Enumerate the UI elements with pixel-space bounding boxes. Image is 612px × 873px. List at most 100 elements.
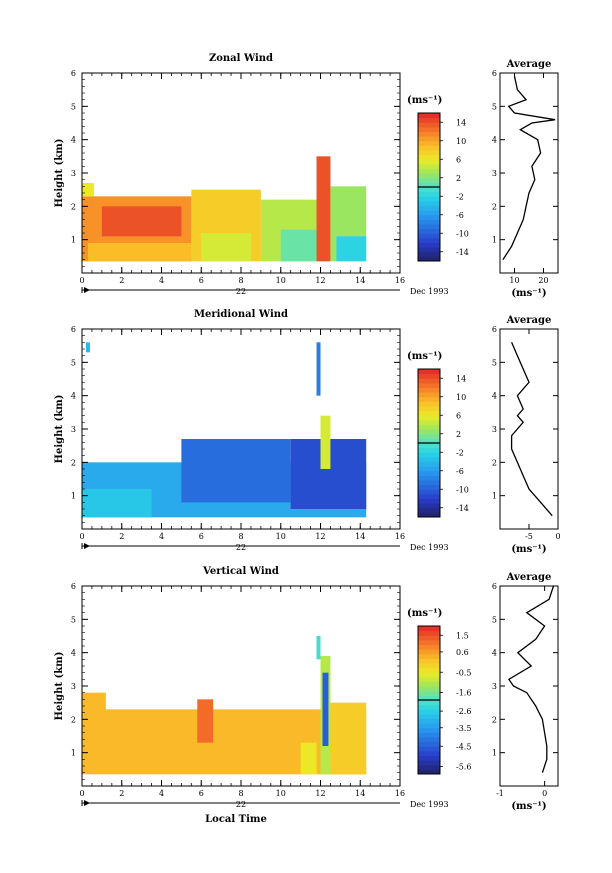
- y-tick-label: 6: [71, 325, 76, 334]
- colorbar-segment: [418, 447, 440, 453]
- average-unit: (ms⁻¹): [511, 544, 546, 555]
- colorbar-segment: [418, 741, 440, 747]
- colorbar-segment: [418, 667, 440, 673]
- colorbar-tick-label: 1.5: [456, 631, 469, 640]
- x-tick-label: 6: [199, 789, 204, 798]
- colorbar-tick-label: -2: [456, 448, 464, 457]
- average-x-tick-label: 10: [509, 276, 519, 285]
- colorbar-segment: [418, 681, 440, 687]
- x-tick-label: 8: [238, 276, 243, 285]
- colorbar-segment: [418, 205, 440, 211]
- average-y-tick-label: 5: [492, 615, 497, 624]
- colorbar-tick-label: -6: [456, 467, 464, 476]
- colorbar-tick-label: 2: [456, 174, 461, 183]
- colorbar-segment: [418, 256, 440, 262]
- x-tick-label: 10: [276, 532, 286, 541]
- x-tick-label: 6: [199, 532, 204, 541]
- data-cell: [87, 243, 192, 262]
- average-y-tick-label: 2: [492, 458, 497, 467]
- colorbar-segment: [418, 704, 440, 710]
- colorbar-segment: [418, 713, 440, 719]
- day-timeline-arrow: [84, 800, 90, 806]
- average-x-tick-label: 0: [555, 532, 560, 541]
- average-y-tick-label: 5: [492, 102, 497, 111]
- day-label: 22: [236, 543, 246, 552]
- colorbar-segment: [418, 242, 440, 248]
- y-tick-label: 2: [71, 458, 76, 467]
- data-cell: [201, 233, 251, 262]
- colorbar-segment: [418, 424, 440, 430]
- data-cell: [300, 742, 317, 775]
- colorbar-segment: [418, 438, 440, 444]
- colorbar-segment: [418, 373, 440, 379]
- colorbar-segment: [418, 233, 440, 239]
- colorbar-segment: [418, 396, 440, 402]
- colorbar-tick-label: 14: [456, 374, 466, 383]
- colorbar-segment: [418, 456, 440, 462]
- x-tick-label: 4: [159, 532, 164, 541]
- average-profile-line: [507, 585, 555, 773]
- y-tick-label: 3: [71, 169, 76, 178]
- average-x-tick-label: -5: [525, 532, 533, 541]
- colorbar-segment: [418, 466, 440, 472]
- colorbar-segment: [418, 182, 440, 188]
- colorbar-segment: [418, 512, 440, 518]
- data-cell: [101, 206, 182, 237]
- colorbar-segment: [418, 154, 440, 160]
- colorbar-segment: [418, 718, 440, 724]
- colorbar-segment: [418, 136, 440, 142]
- average-profile-line: [502, 76, 556, 261]
- colorbar-segment: [418, 433, 440, 439]
- date-label: Dec 1993: [410, 800, 449, 809]
- colorbar-unit: (ms⁻¹): [407, 608, 442, 619]
- y-tick-label: 6: [71, 582, 76, 591]
- colorbar-segment: [418, 177, 440, 183]
- colorbar-segment: [418, 639, 440, 645]
- y-tick-label: 6: [71, 69, 76, 78]
- y-tick-label: 5: [71, 102, 76, 111]
- x-tick-label: 8: [238, 532, 243, 541]
- day-label: 22: [236, 287, 246, 296]
- average-y-tick-label: 1: [492, 236, 497, 245]
- colorbar-segment: [418, 251, 440, 257]
- colorbar-tick-label: -14: [456, 504, 469, 513]
- colorbar-tick-label: -6: [456, 211, 464, 220]
- data-cell: [82, 692, 106, 720]
- data-regions: [82, 636, 367, 775]
- colorbar-segment: [418, 122, 440, 128]
- average-x-tick-label: 20: [538, 276, 548, 285]
- average-y-tick-label: 3: [492, 425, 497, 434]
- colorbar-tick-label: -14: [456, 248, 469, 257]
- day-timeline-arrow: [84, 287, 90, 293]
- x-tick-label: 14: [355, 789, 365, 798]
- colorbar-segment: [418, 461, 440, 467]
- colorbar-segment: [418, 635, 440, 641]
- colorbar-segment: [418, 658, 440, 664]
- colorbar-segment: [418, 415, 440, 421]
- colorbar-tick-label: -0.5: [456, 668, 471, 677]
- data-cell: [181, 439, 291, 503]
- average-y-tick-label: 6: [492, 69, 497, 78]
- average-unit: (ms⁻¹): [511, 288, 546, 299]
- colorbar-segment: [418, 723, 440, 729]
- average-y-tick-label: 5: [492, 358, 497, 367]
- y-tick-label: 1: [71, 749, 76, 758]
- average-y-tick-label: 2: [492, 202, 497, 211]
- colorbar-segment: [418, 214, 440, 220]
- colorbar-segment: [418, 644, 440, 650]
- x-tick-label: 16: [395, 532, 405, 541]
- colorbar-segment: [418, 378, 440, 384]
- average-unit: (ms⁻¹): [511, 801, 546, 812]
- average-title: Average: [506, 315, 552, 326]
- x-tick-label: 6: [199, 276, 204, 285]
- colorbar-segment: [418, 737, 440, 743]
- data-cell: [336, 236, 367, 262]
- average-profile-line: [510, 342, 553, 517]
- colorbar-segment: [418, 727, 440, 733]
- average-x-tick-label: -1: [496, 789, 504, 798]
- average-frame: [499, 72, 559, 274]
- colorbar-segment: [418, 237, 440, 243]
- average-frame: [499, 328, 559, 530]
- average-y-tick-label: 4: [492, 649, 497, 658]
- y-tick-label: 2: [71, 715, 76, 724]
